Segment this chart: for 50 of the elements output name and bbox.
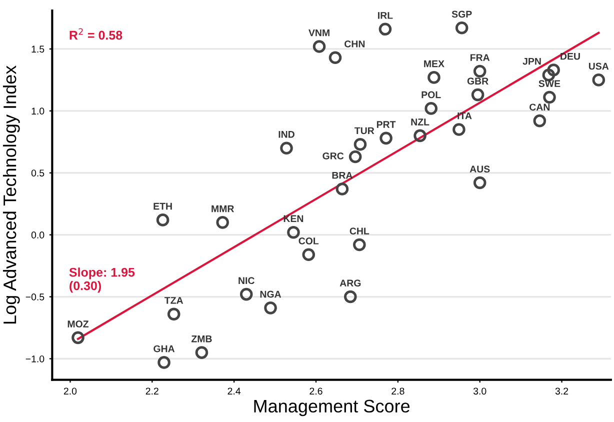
annotation: CAN — [530, 104, 550, 111]
y-tick-label: −0.5 — [26, 294, 44, 300]
annotation: ITA — [458, 112, 472, 120]
annotation: GHA — [154, 345, 175, 352]
annotation: R$^{2}$ = 0.58 — [70, 28, 122, 40]
annotation: PRT — [376, 121, 396, 128]
annotation: CHL — [350, 228, 370, 234]
x-axis-title: Management Score — [254, 400, 410, 416]
annotation: TUR — [354, 127, 374, 134]
y-tick-label: 1.0 — [32, 108, 44, 115]
annotation: MOZ — [68, 320, 89, 328]
annotation: GBR — [467, 78, 488, 85]
annotation: KEN — [284, 215, 304, 222]
annotation: ZMB — [191, 336, 212, 342]
x-tick-label: 2.2 — [146, 388, 158, 394]
y-tick-label: 0.0 — [31, 232, 44, 238]
x-tick-label: 2.6 — [310, 388, 322, 395]
annotation: IND — [278, 131, 294, 138]
annotation: MEX — [424, 60, 444, 68]
annotation: MMR — [212, 205, 234, 212]
annotation: Slope: 1.95 (0.30) — [69, 268, 135, 293]
annotation: POL — [422, 91, 441, 98]
annotation: SWE — [538, 80, 560, 88]
y-tick-label: 1.5 — [32, 46, 44, 53]
annotation: TZA — [164, 297, 184, 304]
x-tick-label: 2.0 — [64, 388, 77, 395]
annotation: ARG — [340, 280, 361, 287]
annotation: NIC — [238, 277, 254, 284]
annotation: USA — [588, 62, 609, 70]
annotation: IRL — [378, 12, 393, 19]
annotation: ETH — [154, 202, 172, 210]
y-axis-title: Log Advanced Technology Index — [2, 66, 20, 324]
annotation: CHN — [344, 40, 365, 48]
annotation: FRA — [470, 54, 490, 61]
annotation: NZL — [411, 118, 430, 126]
y-tick-label: −1.0 — [26, 355, 44, 362]
annotation: DEU — [560, 52, 580, 60]
annotation: JPN — [522, 58, 541, 65]
annotation: NGA — [260, 290, 282, 298]
annotation: COL — [298, 238, 319, 244]
annotation: SGP — [452, 10, 472, 18]
y-tick-label: 0.5 — [31, 170, 44, 176]
x-tick-label: 2.8 — [392, 388, 404, 395]
annotation: AUS — [470, 166, 490, 173]
annotation: GRC — [322, 152, 344, 160]
x-tick-label: 3.2 — [555, 388, 568, 395]
x-tick-label: 3.0 — [473, 388, 486, 395]
annotation: BRA — [332, 172, 352, 179]
x-tick-label: 2.4 — [228, 388, 241, 394]
annotation: VNM — [308, 29, 330, 36]
